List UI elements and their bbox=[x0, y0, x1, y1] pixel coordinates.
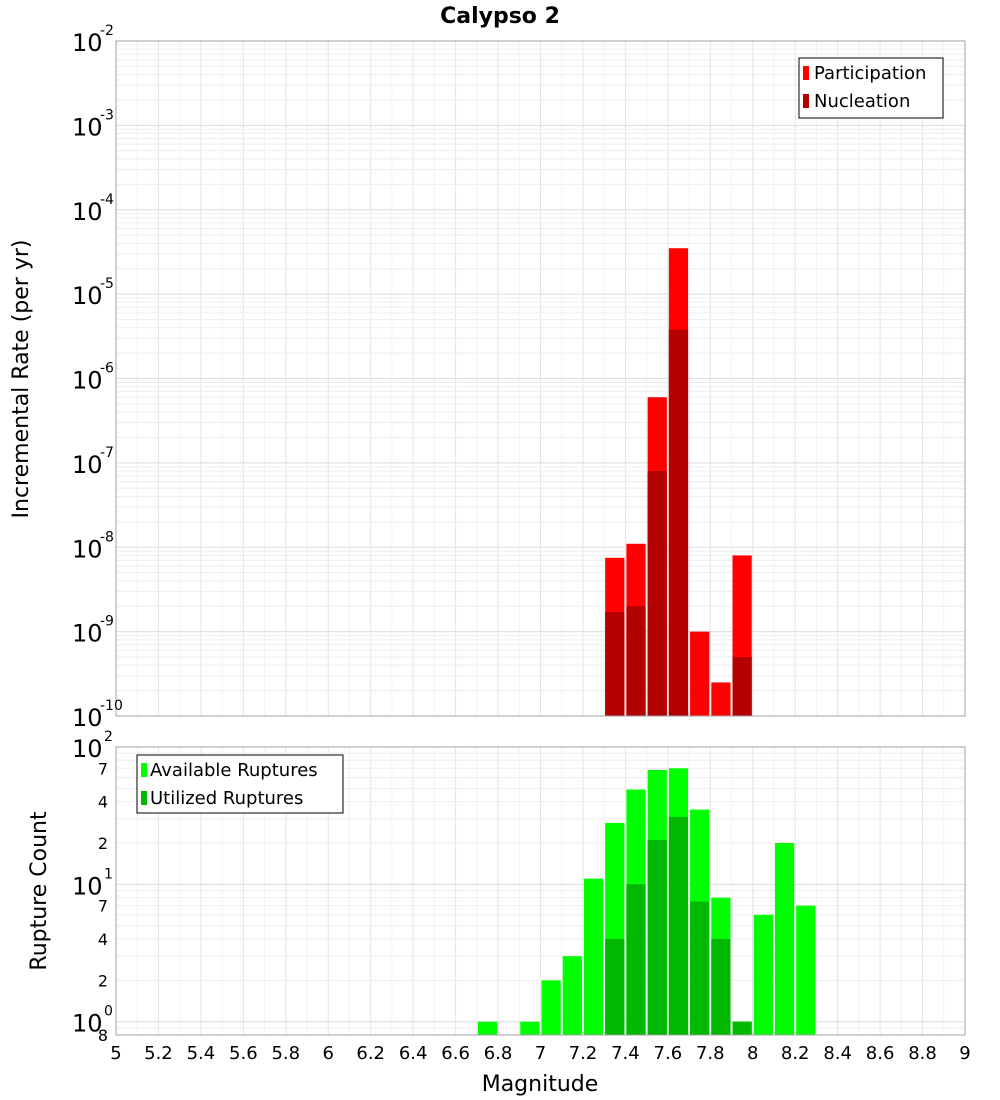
top-y-tick-base: 10 bbox=[72, 451, 103, 479]
bottom-y-minor-tick-label: 7 bbox=[98, 897, 108, 916]
top-y-tick-exponent: -8 bbox=[100, 529, 114, 545]
top-y-tick-exponent: -9 bbox=[100, 614, 114, 630]
available-ruptures-bar bbox=[520, 1021, 540, 1035]
bottom-plot-border bbox=[115, 746, 966, 1036]
nucleation-bar bbox=[605, 612, 625, 716]
x-tick-label: 7 bbox=[535, 1043, 546, 1064]
top-y-tick-base: 10 bbox=[72, 29, 103, 57]
bottom-y-tick-base: 10 bbox=[72, 735, 103, 763]
participation-legend-swatch bbox=[803, 66, 809, 80]
x-tick-label: 8 bbox=[747, 1043, 758, 1064]
top-y-tick-base: 10 bbox=[72, 367, 103, 395]
participation-legend-label: Participation bbox=[814, 63, 926, 84]
bottom-y-tick-exponent: 0 bbox=[104, 1004, 113, 1020]
nucleation-bar bbox=[668, 329, 689, 716]
top-y-tick-base: 10 bbox=[72, 704, 103, 732]
bottom-y-axis-label: Rupture Count bbox=[27, 811, 52, 971]
x-tick-label: 7.2 bbox=[569, 1043, 598, 1064]
top-y-tick-exponent: -7 bbox=[100, 445, 114, 461]
top-y-axis-label: Incremental Rate (per yr) bbox=[9, 240, 34, 519]
bottom-y-minor-tick-label: 4 bbox=[98, 930, 108, 949]
utilized-ruptures-legend-swatch bbox=[141, 791, 147, 805]
x-tick-label: 8.6 bbox=[866, 1043, 895, 1064]
top-y-tick-base: 10 bbox=[72, 282, 103, 310]
top-y-tick-base: 10 bbox=[72, 113, 103, 141]
nucleation-legend-swatch bbox=[803, 94, 809, 108]
bottom-y-minor-tick-label: 8 bbox=[98, 1026, 108, 1045]
x-tick-label: 8.4 bbox=[823, 1043, 852, 1064]
x-tick-label: 6.4 bbox=[399, 1043, 428, 1064]
top-legend-box bbox=[798, 57, 944, 119]
available-ruptures-bar bbox=[774, 843, 795, 1035]
top-y-tick-exponent: -10 bbox=[100, 698, 123, 714]
x-tick-label: 6.8 bbox=[484, 1043, 513, 1064]
x-tick-label: 9 bbox=[959, 1043, 970, 1064]
x-tick-label: 6.6 bbox=[441, 1043, 470, 1064]
bottom-y-tick-exponent: 2 bbox=[104, 729, 113, 745]
x-tick-label: 7.4 bbox=[611, 1043, 640, 1064]
utilized-ruptures-bar bbox=[732, 1021, 752, 1035]
available-ruptures-bar bbox=[796, 905, 816, 1035]
bottom-y-minor-tick-label: 2 bbox=[98, 971, 108, 990]
top-y-tick-exponent: -3 bbox=[100, 107, 114, 123]
x-tick-label: 5.2 bbox=[144, 1043, 173, 1064]
x-tick-label: 5 bbox=[110, 1043, 121, 1064]
available-ruptures-bar bbox=[541, 980, 561, 1035]
utilized-ruptures-bar bbox=[647, 840, 667, 1035]
participation-bar bbox=[690, 631, 710, 716]
nucleation-legend-label: Nucleation bbox=[814, 91, 910, 112]
available-ruptures-bar bbox=[477, 1021, 498, 1035]
bottom-y-minor-tick-label: 4 bbox=[98, 793, 108, 812]
bottom-legend-box bbox=[136, 754, 344, 814]
x-tick-label: 5.4 bbox=[187, 1043, 216, 1064]
bottom-y-minor-tick-label: 2 bbox=[98, 834, 108, 853]
top-y-tick-exponent: -2 bbox=[100, 23, 114, 39]
utilized-ruptures-bar bbox=[690, 901, 710, 1035]
top-y-tick-exponent: -4 bbox=[100, 192, 114, 208]
top-plot-border bbox=[115, 40, 966, 717]
x-tick-label: 8.2 bbox=[781, 1043, 810, 1064]
x-tick-label: 8.8 bbox=[908, 1043, 937, 1064]
utilized-ruptures-bar bbox=[711, 939, 731, 1035]
bottom-y-tick-base: 10 bbox=[72, 872, 103, 900]
x-tick-label: 6.2 bbox=[356, 1043, 385, 1064]
nucleation-bar bbox=[626, 606, 646, 716]
x-tick-label: 6 bbox=[323, 1043, 334, 1064]
x-axis-label: Magnitude bbox=[482, 1072, 599, 1097]
bottom-y-minor-tick-label: 7 bbox=[98, 759, 108, 778]
available-ruptures-legend-swatch bbox=[141, 763, 147, 777]
utilized-ruptures-bar bbox=[626, 884, 646, 1035]
x-tick-label: 5.8 bbox=[271, 1043, 300, 1064]
top-y-tick-base: 10 bbox=[72, 620, 103, 648]
utilized-ruptures-bar bbox=[668, 816, 689, 1035]
top-y-tick-exponent: -6 bbox=[100, 361, 114, 377]
utilized-ruptures-bar bbox=[605, 939, 625, 1035]
utilized-ruptures-legend-label: Utilized Ruptures bbox=[150, 788, 303, 809]
bottom-y-tick-exponent: 1 bbox=[104, 866, 113, 882]
available-ruptures-legend-label: Available Ruptures bbox=[150, 760, 318, 781]
bottom-y-tick-base: 10 bbox=[72, 1010, 103, 1038]
available-ruptures-bar bbox=[753, 914, 773, 1035]
x-tick-label: 5.6 bbox=[229, 1043, 258, 1064]
x-tick-label: 7.6 bbox=[654, 1043, 683, 1064]
top-y-tick-base: 10 bbox=[72, 198, 103, 226]
nucleation-bar bbox=[732, 657, 752, 716]
available-ruptures-bar bbox=[562, 956, 582, 1035]
nucleation-bar bbox=[647, 471, 667, 716]
top-y-tick-exponent: -5 bbox=[100, 276, 114, 292]
chart-title: Calypso 2 bbox=[440, 4, 560, 29]
top-y-tick-base: 10 bbox=[72, 535, 103, 563]
available-ruptures-bar bbox=[583, 878, 604, 1035]
participation-bar bbox=[711, 682, 731, 716]
x-tick-label: 7.8 bbox=[696, 1043, 725, 1064]
